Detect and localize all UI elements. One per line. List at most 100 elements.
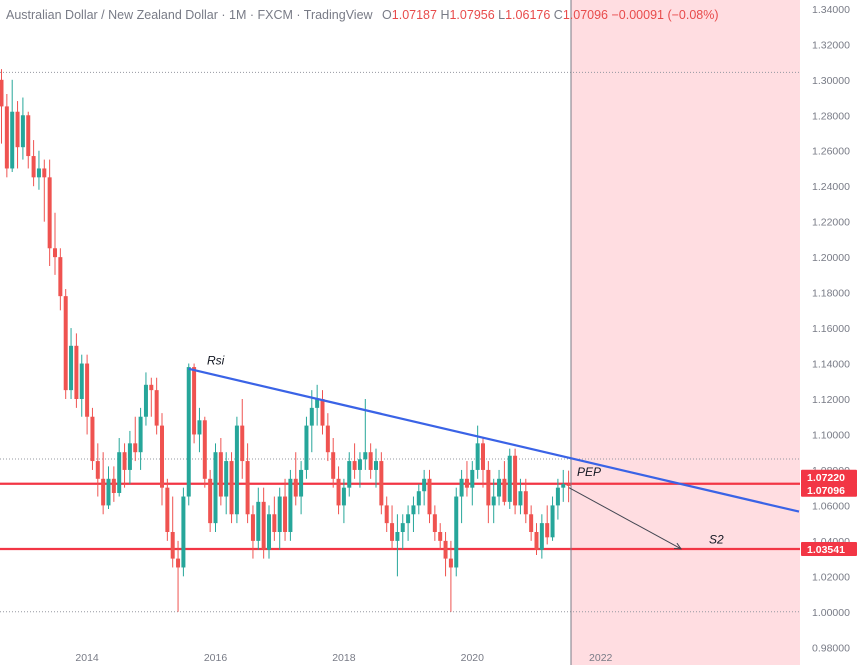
resistance-trendline[interactable] xyxy=(188,367,800,513)
annotation-s2[interactable]: S2 xyxy=(709,533,724,547)
candle xyxy=(208,469,213,532)
symbol-title[interactable]: Australian Dollar / New Zealand Dollar ·… xyxy=(6,8,373,22)
candle xyxy=(304,416,309,479)
candle xyxy=(320,390,325,435)
y-tick-label: 1.02000 xyxy=(812,571,850,583)
candle xyxy=(341,478,346,524)
price-axis[interactable]: 1.34000 1.32000 1.30000 1.28000 1.26000 1.240… xyxy=(812,4,850,654)
candle xyxy=(347,452,352,497)
candle xyxy=(315,384,320,426)
candle xyxy=(390,505,395,550)
open-label: O xyxy=(382,8,392,22)
y-tick-label: 1.26000 xyxy=(812,146,850,158)
candle xyxy=(502,461,507,506)
future-zone xyxy=(571,0,800,665)
time-axis[interactable]: 2014 2016 2018 2020 2022 xyxy=(75,652,612,664)
x-tick-label: 2014 xyxy=(75,652,99,664)
x-tick-label: 2022 xyxy=(589,652,613,664)
candle xyxy=(85,354,90,435)
candle xyxy=(20,97,25,160)
candle xyxy=(427,469,432,524)
candle xyxy=(336,466,341,515)
candle xyxy=(250,505,255,559)
candle xyxy=(395,514,400,577)
y-tick-label: 0.98000 xyxy=(812,642,850,654)
candle xyxy=(422,469,427,506)
candle xyxy=(213,443,218,532)
candle xyxy=(58,248,63,311)
candle xyxy=(406,505,411,541)
candle xyxy=(106,466,111,509)
candle xyxy=(202,416,207,488)
candle xyxy=(218,438,223,506)
candle xyxy=(432,505,437,541)
candle xyxy=(459,469,464,524)
candle xyxy=(165,478,170,541)
candle xyxy=(133,416,138,462)
svg-text:1.07220: 1.07220 xyxy=(807,472,845,484)
candle xyxy=(95,443,100,497)
candle xyxy=(197,407,202,453)
candle xyxy=(224,452,229,515)
low-value: 1.06176 xyxy=(505,8,551,22)
svg-text:1.07096: 1.07096 xyxy=(807,485,845,497)
y-tick-label: 1.28000 xyxy=(812,110,850,122)
candle xyxy=(331,438,336,488)
candle xyxy=(69,328,74,399)
y-tick-label: 1.06000 xyxy=(812,500,850,512)
candle xyxy=(299,461,304,515)
candle xyxy=(170,496,175,568)
candle xyxy=(261,487,266,559)
y-tick-label: 1.34000 xyxy=(812,4,850,16)
candle xyxy=(176,540,181,612)
price-label: 1.07220 xyxy=(801,469,857,484)
candle xyxy=(127,430,132,485)
projection-arrow[interactable] xyxy=(568,487,682,550)
x-tick-label: 2018 xyxy=(332,652,356,664)
candle xyxy=(63,289,68,399)
candle xyxy=(240,399,245,479)
candle xyxy=(138,407,143,470)
close-label: C xyxy=(553,8,563,22)
candle xyxy=(374,448,378,488)
candle xyxy=(181,487,186,577)
annotation-pep[interactable]: PEP xyxy=(577,465,601,479)
candle xyxy=(507,448,512,509)
candle xyxy=(523,478,528,524)
high-value: 1.07956 xyxy=(449,8,495,22)
drawings[interactable]: Rsi PEP S2 xyxy=(188,353,800,550)
y-tick-label: 1.30000 xyxy=(812,75,850,87)
candle xyxy=(475,425,480,479)
candle xyxy=(79,354,84,417)
candle xyxy=(513,448,518,515)
candle xyxy=(229,452,234,524)
arrow-head-icon xyxy=(673,542,683,550)
y-tick-label: 1.22000 xyxy=(812,217,850,229)
candle xyxy=(486,461,491,524)
close-value: 1.07096 xyxy=(562,8,608,22)
candle xyxy=(443,532,448,577)
candle xyxy=(438,523,443,550)
candle xyxy=(272,496,277,541)
candle xyxy=(539,514,544,559)
y-tick-label: 1.14000 xyxy=(812,359,850,371)
candle xyxy=(277,487,282,550)
y-tick-label: 1.18000 xyxy=(812,288,850,300)
y-tick-label: 1.16000 xyxy=(812,323,850,335)
candle xyxy=(53,212,57,275)
candle xyxy=(31,140,36,187)
y-tick-label: 1.20000 xyxy=(812,252,850,264)
candle xyxy=(470,461,475,506)
candle xyxy=(357,452,362,488)
candle xyxy=(545,505,550,545)
candle xyxy=(534,523,539,556)
candle xyxy=(4,93,9,178)
annotation-rsi[interactable]: Rsi xyxy=(207,353,225,367)
candle xyxy=(325,413,330,462)
candle xyxy=(293,452,298,506)
candle xyxy=(566,470,571,503)
candle xyxy=(309,390,314,453)
candle xyxy=(416,484,421,515)
candle xyxy=(0,69,4,144)
